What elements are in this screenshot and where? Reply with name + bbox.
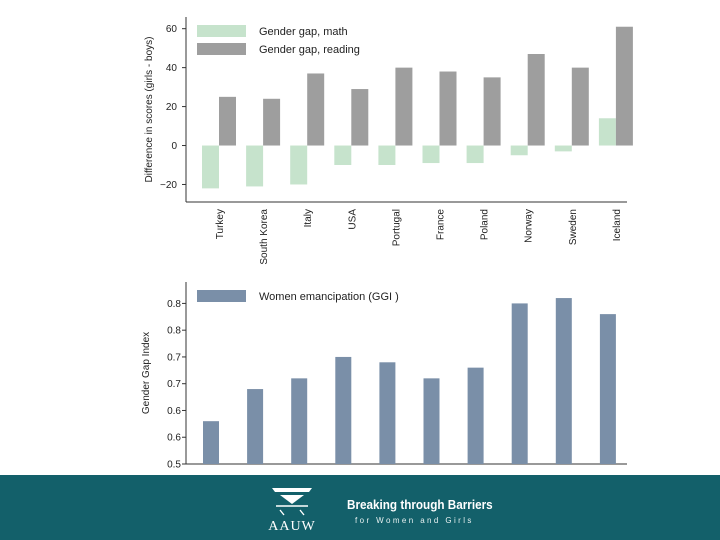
bar-gender-gap-math-turkey — [202, 145, 219, 189]
bar-gender-gap-reading-iceland — [615, 26, 633, 146]
bar-gender-gap-math-poland — [466, 145, 484, 164]
x-tick-label: Italy — [303, 209, 314, 227]
gender-gap-scores-chart: −20 0 20 40 60 Difference in scores (girls - … — [144, 17, 633, 265]
bar-ggi-italy — [291, 378, 308, 464]
bar-gender-gap-reading-norway — [527, 54, 545, 146]
y-tick-label: −20 — [160, 180, 177, 191]
logo-wordmark: AAUW — [268, 519, 316, 534]
x-tick-label: Sweden — [568, 209, 579, 245]
y-tick-label: 40 — [166, 63, 178, 74]
x-tick-label: Norway — [524, 209, 535, 243]
gender-gap-index-chart: 0.5 0.6 0.6 0.7 0.7 0.8 0.8 Gender Gap Index Wom… — [141, 282, 627, 471]
bar-ggi-france — [423, 378, 440, 464]
bar-ggi-poland — [467, 367, 484, 464]
y-axis-label: Gender Gap Index — [141, 332, 152, 414]
bar-gender-gap-reading-usa — [351, 89, 369, 146]
bar-gender-gap-math-norway — [510, 145, 528, 156]
bar-ggi-norway — [511, 303, 528, 464]
legend-label: Women emancipation (GGI ) — [259, 291, 399, 303]
bar-gender-gap-math-italy — [290, 145, 308, 185]
bar-ggi-south-korea — [247, 389, 264, 464]
aauw-logo-icon — [272, 488, 312, 516]
x-tick-label: France — [436, 209, 447, 241]
footer-title: Breaking through Barriers — [347, 497, 493, 512]
y-tick-label: 60 — [166, 24, 178, 35]
x-tick-label: Portugal — [391, 209, 402, 246]
x-tick-label: USA — [347, 209, 358, 230]
bar-gender-gap-math-usa — [334, 145, 352, 165]
bar-gender-gap-math-sweden — [554, 145, 572, 152]
legend-label: Gender gap, math — [259, 26, 348, 38]
y-tick-label: 0.5 — [167, 460, 181, 471]
bar-gender-gap-reading-poland — [483, 77, 501, 146]
bar-gender-gap-reading-turkey — [219, 96, 236, 146]
bar-gender-gap-math-south-korea — [246, 145, 264, 187]
bar-ggi-iceland — [599, 314, 616, 464]
bar-gender-gap-math-portugal — [378, 145, 396, 165]
legend-swatch — [197, 25, 246, 37]
x-tick-label: Turkey — [215, 209, 226, 239]
bar-gender-gap-reading-south-korea — [263, 98, 281, 146]
bar-gender-gap-reading-italy — [307, 73, 325, 146]
y-tick-label: 0.8 — [167, 299, 181, 310]
bar-ggi-turkey — [203, 421, 219, 464]
y-tick-label: 0.6 — [167, 406, 181, 417]
x-tick-label: Poland — [480, 209, 491, 240]
y-tick-label: 0 — [171, 141, 177, 152]
footer-banner: AAUW Breaking through Barriers for Women… — [0, 475, 720, 540]
bar-ggi-usa — [335, 356, 352, 464]
y-axis-label: Difference in scores (girls - boys) — [144, 37, 155, 183]
bar-ggi-sweden — [555, 298, 572, 464]
bar-gender-gap-math-france — [422, 145, 440, 164]
bar-gender-gap-reading-portugal — [395, 67, 413, 146]
y-tick-label: 0.6 — [167, 433, 181, 444]
x-tick-label: Iceland — [612, 209, 623, 241]
bar-gender-gap-math-iceland — [598, 118, 616, 146]
y-tick-label: 0.7 — [167, 352, 181, 363]
y-tick-label: 0.8 — [167, 326, 181, 337]
y-tick-label: 20 — [166, 102, 178, 113]
y-tick-label: 0.7 — [167, 379, 181, 390]
legend-label: Gender gap, reading — [259, 44, 360, 56]
bar-gender-gap-reading-france — [439, 71, 457, 146]
bar-ggi-portugal — [379, 362, 396, 464]
footer-subtitle: for Women and Girls — [355, 516, 474, 525]
bar-gender-gap-reading-sweden — [571, 67, 589, 146]
x-tick-label: South Korea — [259, 209, 270, 265]
legend-swatch — [197, 43, 246, 55]
legend-swatch — [197, 290, 246, 302]
